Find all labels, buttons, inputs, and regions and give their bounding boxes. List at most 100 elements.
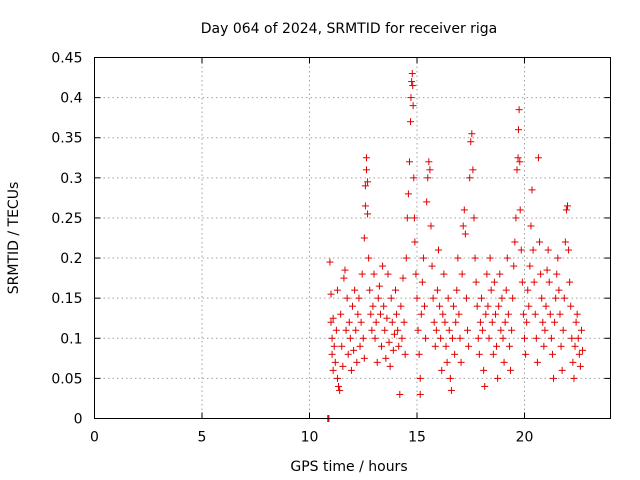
data-point <box>349 302 356 310</box>
data-point <box>538 294 546 302</box>
data-point <box>453 286 461 294</box>
data-point <box>459 222 467 230</box>
data-point <box>421 302 429 310</box>
data-point <box>471 254 479 262</box>
data-point <box>360 354 368 362</box>
data-point <box>355 294 363 302</box>
data-point <box>346 334 354 342</box>
data-point <box>333 286 341 294</box>
data-point <box>352 326 360 334</box>
data-point <box>448 334 456 342</box>
data-point <box>458 270 466 278</box>
data-point <box>541 326 549 334</box>
data-point <box>499 334 507 342</box>
data-point <box>401 350 409 358</box>
data-point <box>330 342 338 350</box>
data-point <box>438 366 446 374</box>
data-point <box>366 286 374 294</box>
data-point <box>432 326 440 334</box>
tick-labels: 0 0.05 0.1 0.15 0.2 0.25 0.3 0.35 0.4 0.45 0 5 10 15 2… <box>51 51 533 446</box>
data-point <box>397 302 405 310</box>
data-point <box>445 326 453 334</box>
data-point <box>361 202 369 210</box>
data-point <box>519 310 527 318</box>
data-point <box>415 350 423 358</box>
data-point <box>375 282 383 290</box>
data-point <box>416 390 424 398</box>
data-point <box>518 278 526 286</box>
data-point <box>513 166 521 174</box>
data-point <box>441 318 449 326</box>
data-point <box>558 366 566 374</box>
data-point <box>410 214 418 222</box>
data-point <box>512 214 520 222</box>
x-tick-label: 0 <box>90 430 99 446</box>
data-point <box>368 326 376 334</box>
data-point <box>497 326 505 334</box>
data-point <box>442 342 450 350</box>
data-point <box>364 178 372 186</box>
data-point <box>371 334 379 342</box>
data-point <box>365 254 373 262</box>
data-point <box>436 302 444 310</box>
data-point <box>387 294 395 302</box>
data-point <box>576 362 584 370</box>
data-point <box>384 270 392 278</box>
data-point <box>430 318 438 326</box>
data-point <box>557 342 565 350</box>
data-point <box>509 294 517 302</box>
data-point <box>579 346 587 354</box>
data-point <box>490 278 498 286</box>
data-point <box>383 314 391 322</box>
data-point <box>447 386 455 394</box>
y-tick-label: 0.2 <box>60 251 82 267</box>
data-point <box>395 342 403 350</box>
data-point <box>412 270 420 278</box>
data-point <box>424 174 432 182</box>
data-point <box>454 254 462 262</box>
data-point <box>516 158 524 166</box>
data-point <box>545 278 553 286</box>
data-point <box>472 278 480 286</box>
data-point <box>498 294 506 302</box>
data-point <box>514 126 522 134</box>
data-point <box>376 310 384 318</box>
data-point <box>544 246 552 254</box>
data-point <box>523 318 531 326</box>
data-point <box>423 198 431 206</box>
data-point <box>572 318 580 326</box>
data-point <box>378 342 386 350</box>
data-point <box>457 358 465 366</box>
data-point <box>332 326 340 334</box>
data-point <box>537 270 545 278</box>
data-point <box>388 318 396 326</box>
data-point <box>396 390 404 398</box>
data-point <box>474 334 482 342</box>
axis-ticks <box>94 57 611 419</box>
data-point <box>464 326 472 334</box>
data-point <box>493 342 501 350</box>
data-point <box>529 246 537 254</box>
data-point <box>476 318 484 326</box>
data-point <box>399 274 407 282</box>
data-point <box>575 350 583 358</box>
data-point <box>361 182 369 190</box>
data-point <box>343 294 351 302</box>
data-point <box>354 310 362 318</box>
data-point <box>500 358 508 366</box>
y-tick-label: 0.05 <box>51 371 82 387</box>
data-point <box>347 366 355 374</box>
data-point <box>351 286 359 294</box>
data-point <box>344 350 352 358</box>
data-point <box>418 278 426 286</box>
y-tick-label: 0.15 <box>51 291 82 307</box>
data-point <box>482 310 490 318</box>
data-point <box>435 246 442 254</box>
y-axis-label: SRMTID / TECUs <box>6 182 22 295</box>
data-point <box>501 318 509 326</box>
data-point <box>426 166 434 174</box>
data-point <box>571 342 579 350</box>
data-point <box>327 318 335 326</box>
data-point <box>404 190 412 198</box>
data-point <box>374 294 382 302</box>
